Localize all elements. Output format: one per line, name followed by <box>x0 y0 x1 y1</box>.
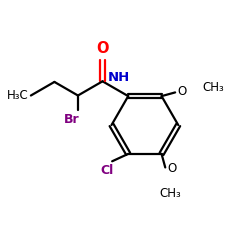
Text: O: O <box>177 85 186 98</box>
Text: H₃C: H₃C <box>7 89 29 102</box>
Text: NH: NH <box>107 71 130 84</box>
Text: Cl: Cl <box>100 164 114 177</box>
Text: O: O <box>96 41 109 56</box>
Text: O: O <box>168 162 177 175</box>
Text: Br: Br <box>64 113 80 126</box>
Text: CH₃: CH₃ <box>159 187 181 200</box>
Text: CH₃: CH₃ <box>202 81 224 94</box>
